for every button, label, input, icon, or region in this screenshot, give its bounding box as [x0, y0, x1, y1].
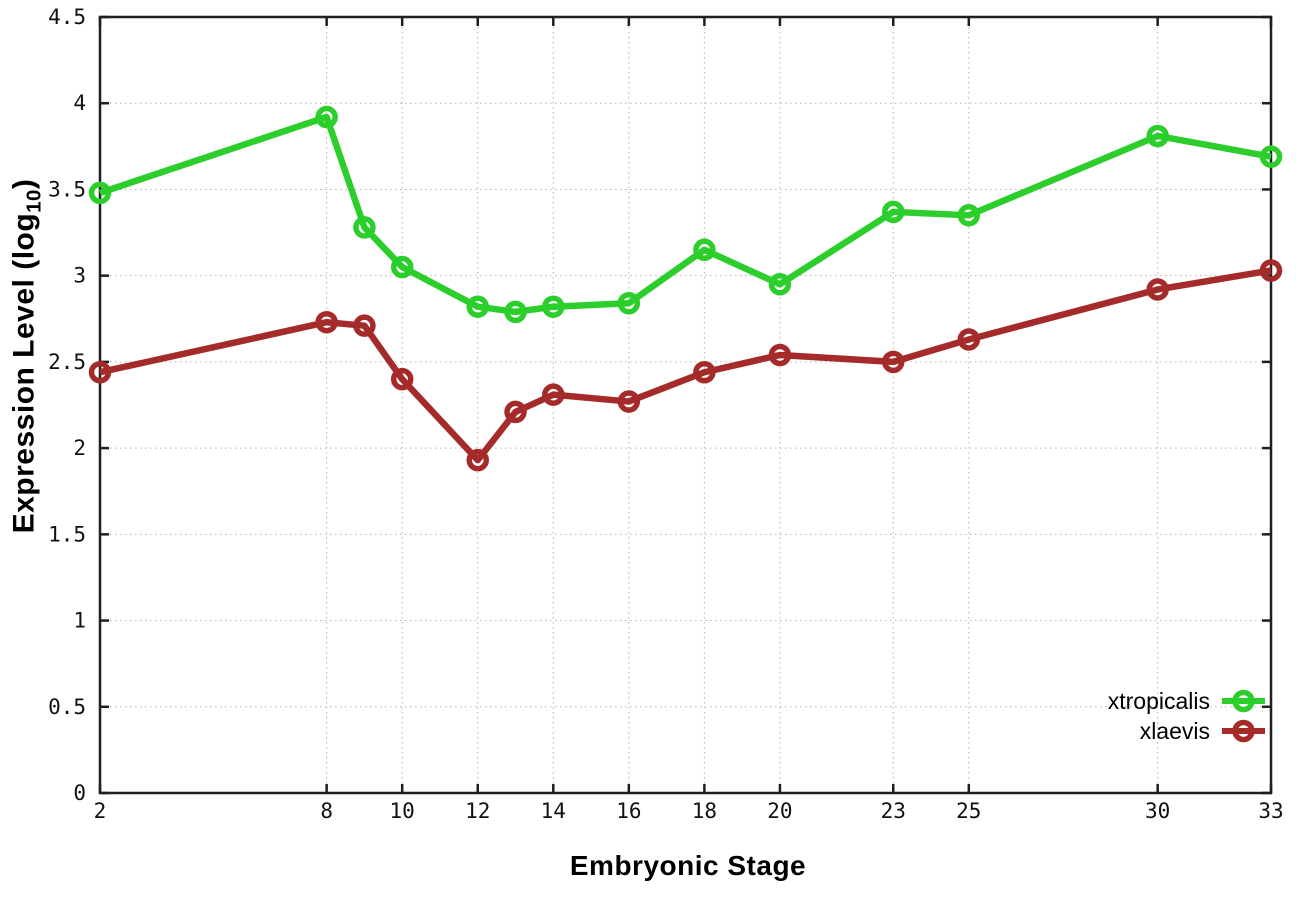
y-tick-label-4: 4: [73, 91, 86, 115]
data-point-xlaevis-stage-30: [1146, 278, 1169, 301]
data-point-xtropicalis-stage-12: [466, 295, 489, 318]
data-point-xlaevis-stage-10: [390, 367, 414, 391]
x-tick-label-12: 12: [465, 799, 490, 823]
x-tick-label-25: 25: [956, 799, 981, 823]
legend-label-xtropicalis: xtropicalis: [1107, 687, 1210, 714]
y-tick-label-3.5: 3.5: [48, 177, 86, 201]
data-point-xtropicalis-stage-25: [957, 204, 981, 227]
x-tick-label-2: 2: [94, 799, 107, 823]
data-point-xlaevis-stage-33: [1259, 259, 1283, 282]
data-point-xlaevis-stage-2: [88, 360, 112, 384]
y-tick-label-2.5: 2.5: [48, 350, 86, 374]
x-tick-label-20: 20: [767, 799, 792, 823]
x-tick-label-33: 33: [1258, 799, 1283, 823]
y-tick-label-1: 1: [73, 609, 86, 633]
y-axis-title-main: Expression Level (log: [7, 212, 41, 534]
plot-border: [98, 15, 1273, 795]
data-point-xtropicalis-stage-16: [617, 292, 641, 315]
data-point-xtropicalis-stage-13: [504, 300, 527, 324]
y-axis-title-end: ): [7, 178, 41, 190]
data-point-xtropicalis-stage-30: [1146, 124, 1169, 148]
data-point-xtropicalis-stage-2: [88, 181, 112, 205]
y-tick-label-4.5: 4.5: [48, 5, 86, 29]
y-axis-title-subscript: 10: [23, 189, 46, 213]
data-point-xlaevis-stage-12: [466, 448, 489, 472]
series-line-xtropicalis: [98, 113, 1272, 316]
data-point-xtropicalis-stage-10: [390, 255, 414, 279]
data-point-xtropicalis-stage-9: [353, 216, 376, 239]
series-line-xlaevis: [99, 267, 1272, 464]
y-axis-title: Expression Level (log10): [8, 179, 47, 534]
legend-point-sample: [1232, 689, 1255, 713]
legend-label-xlaevis: xlaevis: [1139, 717, 1210, 744]
data-point-xlaevis-stage-20: [768, 343, 792, 367]
data-point-xlaevis-stage-23: [882, 350, 905, 374]
data-point-xlaevis-stage-14: [542, 383, 565, 406]
data-point-xtropicalis-stage-8: [315, 105, 338, 129]
x-tick-label-10: 10: [390, 799, 415, 823]
legend-point-sample: [1232, 719, 1255, 743]
data-point-xlaevis-stage-16: [617, 390, 641, 413]
y-tick-label-0: 0: [73, 781, 86, 805]
x-tick-label-8: 8: [320, 799, 333, 823]
data-point-xlaevis-stage-9: [353, 314, 376, 337]
x-tick-label-23: 23: [881, 799, 906, 823]
legend-marker-xlaevis: [1222, 719, 1265, 743]
data-point-xlaevis-stage-13: [504, 400, 527, 424]
x-axis-title: Embryonic Stage: [569, 850, 807, 881]
x-tick-label-16: 16: [616, 799, 641, 823]
data-point-xtropicalis-stage-18: [693, 238, 716, 262]
y-tick-label-0.5: 0.5: [48, 695, 86, 719]
data-point-xlaevis-stage-18: [693, 360, 716, 384]
legend-marker-xtropicalis: [1222, 689, 1265, 713]
x-tick-label-14: 14: [541, 799, 566, 823]
y-tick-label-1.5: 1.5: [48, 522, 86, 546]
legend-item-xtropicalis: xtropicalis: [1108, 688, 1267, 714]
data-point-xtropicalis-stage-20: [768, 273, 792, 296]
data-point-xtropicalis-stage-23: [882, 200, 905, 224]
y-tick-label-3: 3: [73, 264, 86, 288]
data-point-xlaevis-stage-25: [957, 328, 981, 351]
legend-item-xlaevis: xlaevis: [1140, 718, 1267, 744]
data-point-xtropicalis-stage-14: [542, 295, 565, 318]
legend: xtropicalis xlaevis: [1108, 688, 1267, 744]
data-point-xlaevis-stage-8: [315, 310, 338, 334]
y-tick-label-2: 2: [73, 436, 86, 460]
x-tick-label-18: 18: [692, 799, 717, 823]
x-tick-label-30: 30: [1145, 799, 1170, 823]
data-point-xtropicalis-stage-33: [1259, 145, 1283, 168]
